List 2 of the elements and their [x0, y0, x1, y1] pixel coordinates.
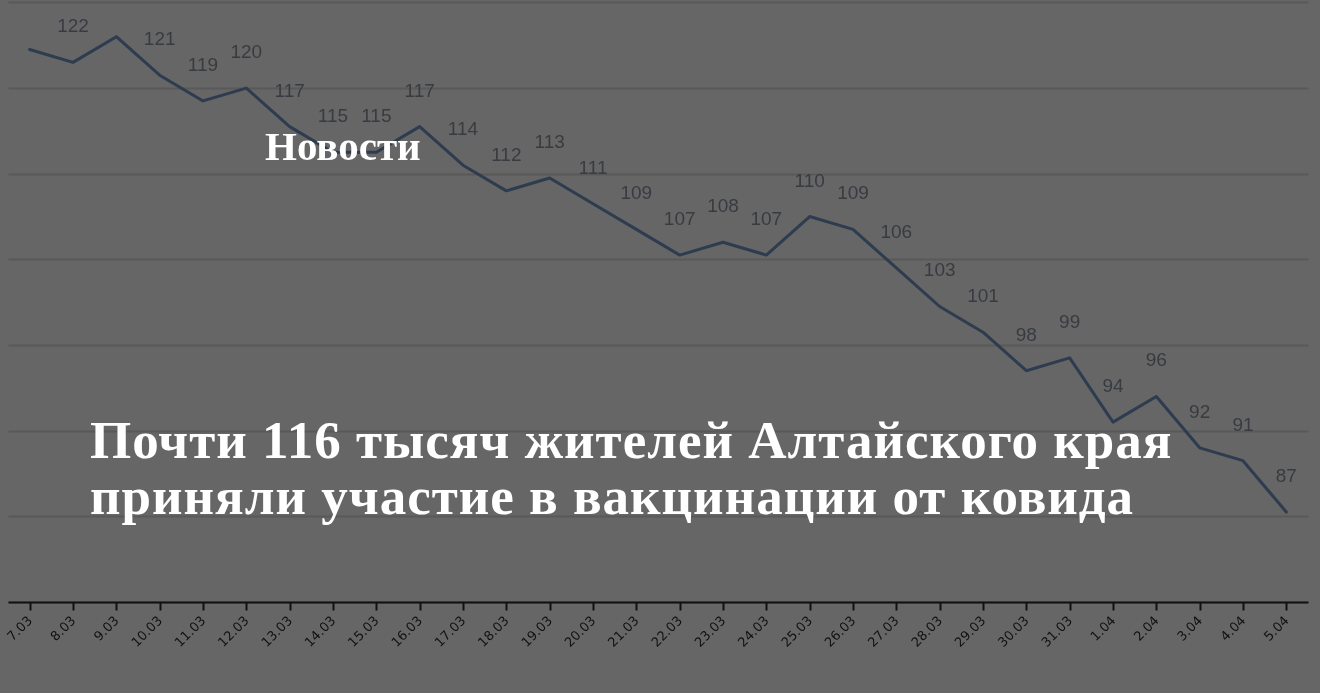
text: Почти 116 тысяч жителей Алтайского края приняли участие в вакцинации от ковида — [90, 411, 1174, 525]
annotation: Новости — [265, 123, 421, 169]
